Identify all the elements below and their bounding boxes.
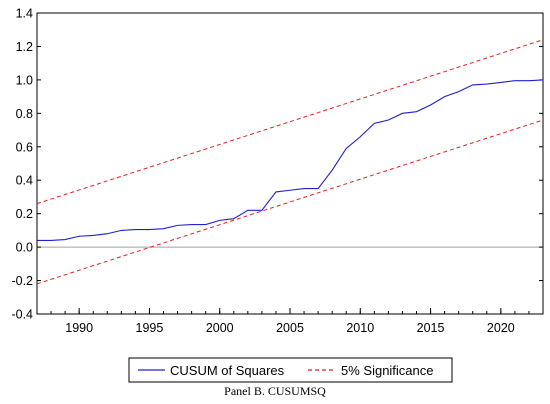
legend-label-significance: 5% Significance bbox=[341, 363, 434, 378]
y-tick-label: 1.0 bbox=[16, 73, 33, 87]
cusumsq-chart: -0.4-0.20.00.20.40.60.81.01.21.4 1990 199… bbox=[11, 7, 544, 383]
y-tick-label: 0.4 bbox=[16, 174, 33, 188]
legend: CUSUM of Squares 5% Significance bbox=[128, 357, 453, 383]
y-tick-label: 1.4 bbox=[16, 7, 33, 21]
x-axis: 1990 1995 2000 2005 2010 2015 2020 bbox=[36, 308, 544, 335]
x-tick-label: 1995 bbox=[136, 321, 164, 335]
legend-box bbox=[128, 357, 453, 383]
legend-label-cusum: CUSUM of Squares bbox=[170, 363, 285, 378]
y-tick-label: 0.2 bbox=[16, 207, 33, 221]
y-tick-label: 0.6 bbox=[16, 140, 33, 154]
x-tick-label: 2020 bbox=[487, 321, 515, 335]
x-tick-label: 2000 bbox=[206, 321, 234, 335]
y-tick-label: -0.4 bbox=[11, 308, 33, 322]
y-axis: -0.4 -0.2 0.0 0.2 0.4 0.6 0.8 1.0 1.2 1.4 bbox=[11, 7, 543, 322]
y-tick-label: -0.2 bbox=[11, 274, 33, 288]
significance-upper-line bbox=[36, 39, 544, 205]
x-tick-label: 2005 bbox=[276, 321, 304, 335]
figure-caption: Panel B. CUSUMSQ bbox=[224, 384, 326, 398]
significance-lower-line bbox=[36, 119, 544, 285]
x-tick-label: 1990 bbox=[65, 321, 93, 335]
series-layer bbox=[36, 39, 544, 285]
plot-frame bbox=[36, 12, 544, 315]
y-tick-label: 0.8 bbox=[16, 107, 33, 121]
cusum-squares-line bbox=[37, 79, 544, 241]
x-tick-label: 2010 bbox=[346, 321, 374, 335]
y-tick-label: 0.0 bbox=[16, 241, 33, 255]
x-tick-label: 2015 bbox=[417, 321, 445, 335]
y-tick-label: 1.2 bbox=[16, 40, 33, 54]
